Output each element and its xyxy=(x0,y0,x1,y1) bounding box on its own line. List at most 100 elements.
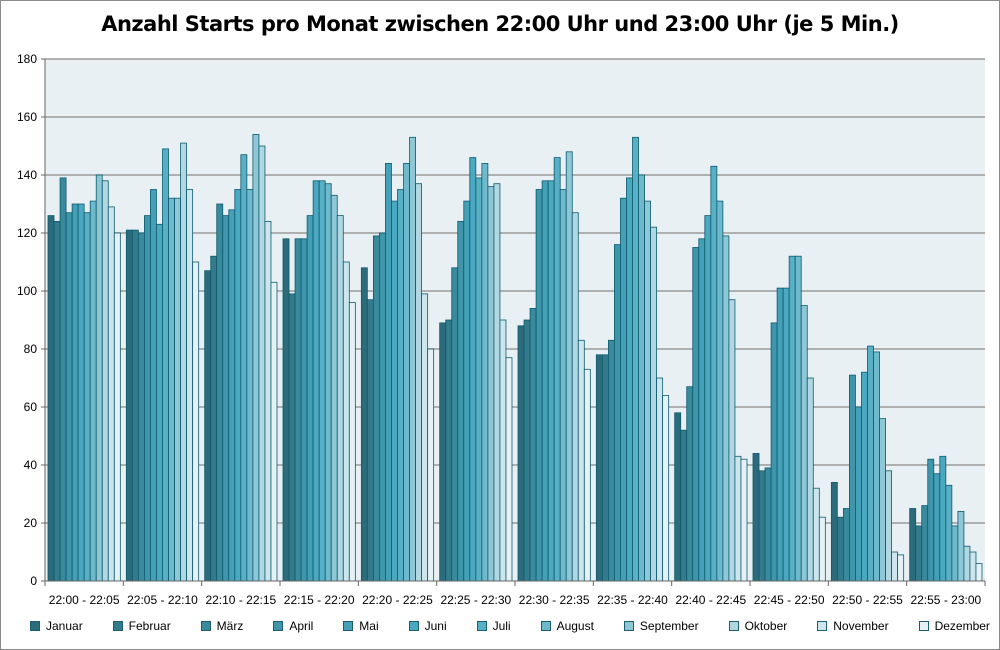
bar-oktober-8 xyxy=(728,299,736,582)
bar-oktober-0 xyxy=(101,180,109,582)
bar-april-3 xyxy=(300,238,308,582)
bar-september-2 xyxy=(252,133,260,582)
bar-februar-0 xyxy=(53,220,61,582)
bar-juni-1 xyxy=(156,223,163,582)
legend-label: Dezember xyxy=(934,619,990,633)
bar-oktober-5 xyxy=(493,183,501,582)
bar-juni-6 xyxy=(547,180,555,582)
bar-november-9 xyxy=(812,487,820,582)
legend-swatch xyxy=(623,621,634,631)
bar-märz-8 xyxy=(686,386,694,582)
bar-februar-3 xyxy=(288,293,296,582)
bar-april-2 xyxy=(222,215,230,582)
bar-januar-10 xyxy=(830,481,838,582)
legend-item: Februar xyxy=(112,619,171,633)
legend-swatch xyxy=(408,621,419,631)
bar-februar-8 xyxy=(680,429,688,582)
bar-dezember-2 xyxy=(270,281,278,582)
bar-august-9 xyxy=(794,255,802,582)
legend-label: Mai xyxy=(359,619,379,633)
y-tick-label: 180 xyxy=(17,52,37,66)
bar-märz-1 xyxy=(137,232,145,582)
bar-januar-8 xyxy=(674,412,682,582)
legend-item: Juni xyxy=(408,619,447,633)
legend-label: Juli xyxy=(492,619,511,633)
bar-juni-3 xyxy=(312,180,320,582)
bar-märz-5 xyxy=(451,267,459,582)
bar-august-5 xyxy=(481,162,489,582)
bar-oktober-1 xyxy=(180,142,188,582)
legend-label: April xyxy=(289,619,314,633)
bar-november-1 xyxy=(186,189,194,582)
bar-august-10 xyxy=(873,351,880,582)
bar-november-6 xyxy=(577,339,585,582)
bar-juli-0 xyxy=(83,212,91,582)
bar-november-11 xyxy=(969,551,977,582)
bar-januar-4 xyxy=(360,267,368,582)
bar-märz-10 xyxy=(842,508,850,582)
bar-februar-2 xyxy=(210,255,218,582)
legend-item: August xyxy=(540,619,594,633)
bar-februar-1 xyxy=(131,229,139,582)
bar-februar-10 xyxy=(836,516,844,582)
bar-mai-3 xyxy=(306,215,314,582)
bar-oktober-10 xyxy=(885,470,893,582)
bar-september-4 xyxy=(409,136,416,582)
legend-swatch xyxy=(540,621,551,631)
bar-dezember-9 xyxy=(818,516,826,582)
legend-swatch xyxy=(112,621,123,631)
bar-mai-8 xyxy=(698,238,706,582)
bar-oktober-4 xyxy=(415,183,423,582)
bar-mai-4 xyxy=(385,162,392,582)
bar-juni-11 xyxy=(939,455,947,582)
x-tick-label: 22:05 - 22:10 xyxy=(127,593,198,607)
bar-april-7 xyxy=(614,244,621,582)
y-tick-label: 20 xyxy=(24,516,38,530)
bar-juli-11 xyxy=(945,484,953,582)
y-tick-label: 100 xyxy=(17,284,37,298)
bar-dezember-3 xyxy=(348,302,356,582)
legend: Januar Februar März April Mai Juni Juli August S… xyxy=(30,619,990,633)
bar-august-3 xyxy=(324,183,332,582)
bar-juli-9 xyxy=(788,255,796,582)
legend-label: Oktober xyxy=(744,619,788,633)
bar-oktober-6 xyxy=(571,212,579,582)
bar-juli-2 xyxy=(240,154,248,582)
bar-februar-6 xyxy=(523,319,531,582)
y-tick-label: 160 xyxy=(17,110,37,124)
bar-juli-4 xyxy=(397,189,404,582)
bar-juni-5 xyxy=(469,157,477,582)
bar-februar-7 xyxy=(601,354,609,582)
bar-april-8 xyxy=(692,247,700,582)
bar-september-6 xyxy=(565,151,573,582)
bar-april-0 xyxy=(65,212,73,582)
bar-märz-7 xyxy=(607,339,615,582)
legend-label: September xyxy=(639,619,699,633)
y-tick-label: 0 xyxy=(30,574,37,588)
bar-juli-6 xyxy=(553,157,561,582)
legend-item: November xyxy=(817,619,889,633)
bar-november-4 xyxy=(421,293,429,582)
y-tick-label: 60 xyxy=(24,400,38,414)
bar-september-10 xyxy=(879,418,886,582)
y-tick-label: 40 xyxy=(24,458,38,472)
bar-august-11 xyxy=(951,525,959,582)
bar-märz-9 xyxy=(764,467,772,582)
bar-januar-6 xyxy=(517,325,525,582)
legend-swatch xyxy=(30,621,40,631)
bar-januar-2 xyxy=(204,270,212,582)
bar-april-4 xyxy=(379,232,386,582)
bar-juli-3 xyxy=(318,180,326,582)
bar-dezember-6 xyxy=(583,368,591,582)
bar-juli-5 xyxy=(475,177,483,582)
bar-mai-6 xyxy=(541,180,549,582)
legend-swatch xyxy=(200,621,211,631)
x-tick-label: 22:10 - 22:15 xyxy=(205,593,276,607)
y-tick-label: 140 xyxy=(17,168,37,182)
x-tick-label: 22:55 - 23:00 xyxy=(910,593,981,607)
legend-label: Januar xyxy=(46,619,83,633)
x-tick-label: 22:25 - 22:30 xyxy=(440,593,511,607)
legend-swatch xyxy=(728,621,739,631)
bar-januar-11 xyxy=(909,508,917,582)
